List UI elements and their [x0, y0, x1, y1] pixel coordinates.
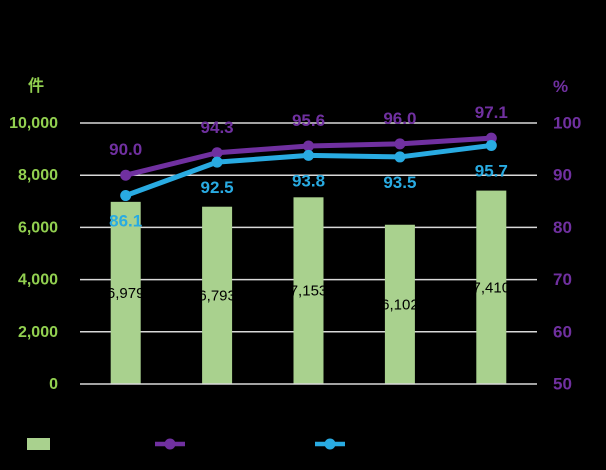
left-axis-tick-label: 10,000 [9, 115, 58, 132]
rate-line-blue-marker [394, 151, 406, 163]
right-axis-tick-label: 100 [553, 114, 581, 133]
rate-line-blue-marker [211, 156, 223, 168]
bar-value-label: 7,410 [473, 279, 511, 296]
right-axis-tick-label: 90 [553, 166, 572, 185]
bar [476, 190, 507, 384]
legend [27, 438, 345, 450]
rate-line-blue-marker [120, 190, 132, 202]
left-axis-ticks: 10,000 8,000 6,000 4,000 2,000 0 [9, 115, 58, 393]
rate-line-purple-marker [211, 147, 223, 159]
right-axis-tick-label: 50 [553, 375, 572, 394]
bar [293, 197, 324, 384]
left-axis-tick-label: 8,000 [18, 167, 58, 184]
right-axis-tick-label: 80 [553, 218, 572, 237]
rate-line-purple-marker [120, 169, 132, 181]
rate-line-blue-data-label: 86.1 [109, 212, 142, 231]
left-axis-unit-label: 件 [28, 76, 44, 95]
bar-value-label: 7,153 [290, 283, 328, 300]
bar-value-label: 6,979 [107, 285, 145, 302]
right-axis-unit-label: % [553, 77, 568, 96]
rate-line-purple-marker [303, 140, 314, 152]
bar [384, 224, 415, 384]
legend-blue-dot-marker [324, 438, 336, 450]
rate-line-purple-data-label: 95.6 [292, 111, 325, 130]
rate-line-purple-marker [394, 138, 406, 150]
legend-purple-dot-marker [164, 438, 176, 450]
line-series: 90.0 94.3 95.6 96.0 97.1 86.1 92.5 93.8 93.5 95.7 [109, 103, 508, 230]
rate-line-purple-data-label: 96.0 [383, 109, 416, 128]
right-axis-ticks: 100 90 80 70 60 50 [553, 114, 581, 394]
bar-value-labels: 6,979 6,793 7,153 6,102 7,410 [107, 279, 510, 313]
legend-bar-swatch [27, 438, 50, 450]
bar [110, 201, 141, 384]
left-axis-tick-label: 2,000 [18, 324, 58, 341]
left-axis-tick-label: 0 [49, 376, 58, 393]
bar [202, 206, 233, 384]
rate-line-purple-data-label: 94.3 [201, 118, 234, 137]
rate-line-blue-data-label: 93.5 [383, 173, 416, 192]
left-axis-tick-label: 6,000 [18, 219, 58, 236]
right-axis-tick-label: 60 [553, 322, 572, 341]
rate-line-blue-data-label: 95.7 [475, 161, 508, 180]
right-axis-tick-label: 70 [553, 270, 572, 289]
bar-value-label: 6,102 [381, 296, 419, 313]
rate-line-purple-data-label: 90.0 [109, 140, 142, 159]
rate-line-blue-marker [303, 149, 314, 161]
rate-line-blue-marker [485, 139, 497, 151]
rate-line-blue-data-label: 92.5 [201, 178, 234, 197]
left-axis-tick-label: 4,000 [18, 272, 58, 289]
bar-value-label: 6,793 [198, 287, 236, 304]
rate-line-purple-data-label: 97.1 [475, 103, 508, 122]
bar-series [110, 190, 507, 384]
rate-line-blue-data-label: 93.8 [292, 171, 325, 190]
